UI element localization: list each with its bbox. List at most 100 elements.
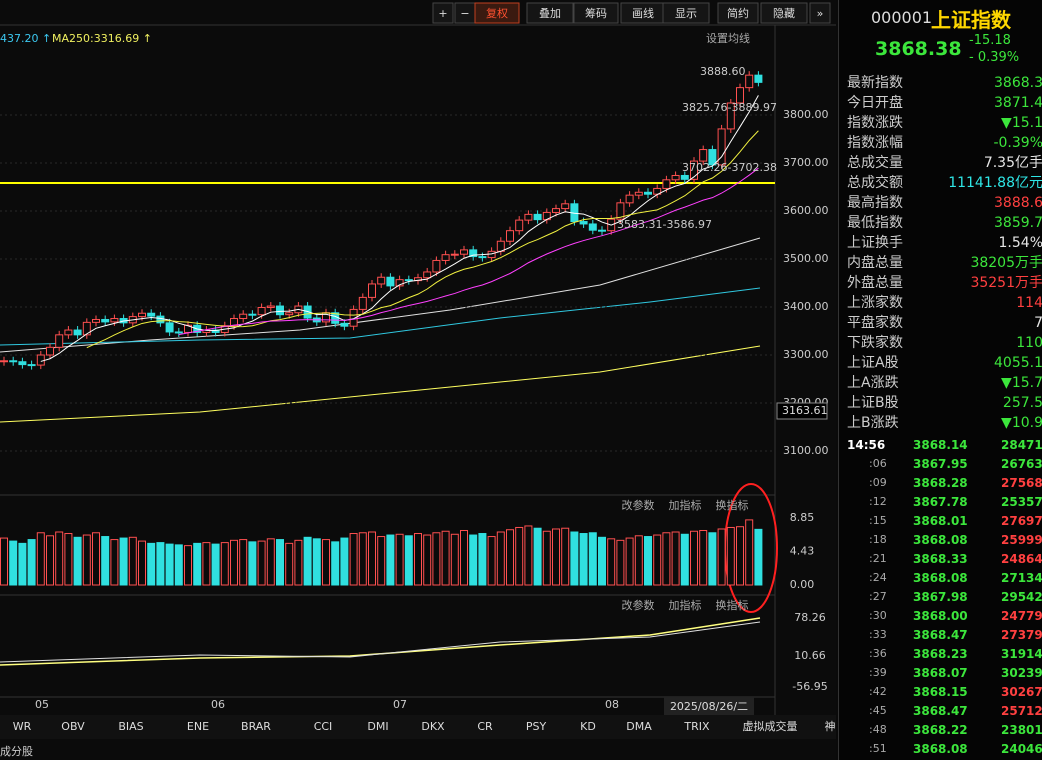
stat-row: 总成交量 7.35亿手 (839, 153, 1042, 173)
stat-label: 内盘总量 (847, 255, 903, 271)
volume-bar (9, 540, 18, 586)
tab[interactable]: ENE (187, 720, 209, 733)
candle (441, 254, 450, 261)
stat-label: 上证换手 (847, 235, 903, 251)
ma-line (178, 167, 759, 336)
tick-price: 3868.22 (913, 723, 968, 737)
volume-bar (671, 531, 680, 586)
tab[interactable]: 神奇九转 (825, 719, 837, 733)
tick-time: :06 (869, 457, 887, 470)
stat-row: 上证A股 4055.1 (839, 353, 1042, 373)
volume-bar (266, 538, 275, 586)
stat-value: 257.5 (1002, 395, 1042, 411)
candle (634, 191, 643, 196)
volume-bar (423, 534, 432, 586)
volume-bar (395, 533, 404, 586)
tab[interactable]: PSY (526, 720, 547, 733)
tab[interactable]: DKX (421, 720, 445, 733)
price-annotation: 3825.76-3889.97 (682, 101, 777, 114)
tab[interactable]: DMA (626, 720, 652, 733)
tab[interactable]: WR (13, 720, 32, 733)
toolbar-button[interactable] (573, 2, 619, 24)
panel-button[interactable]: 加指标 (669, 498, 702, 512)
y-tick-label: 3100.00 (783, 444, 829, 457)
tick-row: :27 3867.98 295429 (839, 587, 1042, 607)
chart-area: + − 复权 叠加 筹码 画线 显示 简约 隐藏 » 437.20 ↑ MA250:3316.69 ↑… (0, 2, 837, 758)
stat-label: 上涨家数 (847, 295, 903, 311)
stat-label: 总成交额 (847, 175, 903, 191)
vol-tick-label: 4.43 (790, 544, 815, 557)
volume-bar (36, 532, 45, 586)
toolbar-button[interactable] (474, 2, 520, 24)
tab[interactable]: DMI (367, 720, 388, 733)
panel-button[interactable]: 改参数 (622, 598, 655, 612)
tick-time: :39 (869, 666, 887, 679)
panel-button[interactable]: 加指标 (669, 598, 702, 612)
stat-label: 最低指数 (847, 215, 903, 231)
volume-bar (690, 530, 698, 586)
volume-bar (607, 538, 616, 586)
x-tick-label: 05 (35, 698, 49, 711)
tick-time: :15 (869, 514, 887, 527)
tab[interactable]: TRIX (683, 720, 710, 733)
toolbar-button[interactable] (717, 2, 759, 24)
stat-value: 7.35亿手 (983, 155, 1042, 171)
volume-bar (239, 539, 248, 586)
volume-bar (699, 529, 708, 586)
volume-bar (193, 542, 202, 586)
toolbar-button[interactable] (760, 2, 808, 24)
tick-time: :27 (869, 590, 887, 603)
tick-price: 3867.95 (913, 457, 968, 471)
stat-label: 指数涨幅 (847, 135, 903, 151)
tab[interactable]: CR (477, 720, 493, 733)
candle (708, 149, 717, 166)
tick-price: 3868.08 (913, 742, 968, 756)
volume-bar (496, 531, 505, 586)
volume-bar (377, 536, 386, 586)
tick-row: :45 3868.47 257124 (839, 701, 1042, 721)
toolbar-button[interactable] (432, 2, 454, 24)
tab[interactable]: CCI (314, 720, 333, 733)
candle (0, 360, 8, 363)
volume-bar (64, 533, 73, 586)
tab[interactable]: OBV (61, 720, 85, 733)
tick-volume: 302393 (1001, 666, 1042, 680)
panel-button[interactable]: 换指标 (716, 498, 749, 512)
candle (717, 128, 726, 166)
cursor-date: 2025/08/26/二 (670, 700, 748, 713)
tab[interactable]: BIAS (118, 720, 143, 733)
tick-row: :36 3868.23 319143 (839, 644, 1042, 664)
candle (18, 361, 27, 366)
toolbar-button[interactable] (809, 2, 831, 24)
stat-label: 今日开盘 (847, 95, 903, 111)
candle (524, 213, 533, 221)
tab[interactable]: 虚拟成交量 (743, 719, 798, 733)
candle (55, 334, 64, 348)
ma-line (40, 95, 759, 362)
tick-time: :45 (869, 704, 887, 717)
x-tick-label: 06 (211, 698, 225, 711)
volume-bar (717, 528, 726, 586)
volume-bar (27, 539, 36, 586)
tick-row: :51 3868.08 240462 (839, 739, 1042, 759)
toolbar-label: » (817, 7, 824, 20)
volume-bar (55, 531, 64, 586)
toolbar-label: 筹码 (585, 6, 607, 20)
stat-row: 最新指数 3868.3 (839, 73, 1042, 93)
stat-label: 下跌家数 (847, 335, 903, 351)
tick-volume: 295429 (1001, 590, 1042, 604)
stat-value: 7 (1034, 313, 1042, 333)
tab[interactable]: BRAR (241, 720, 271, 733)
stat-value: 4055.1 (994, 355, 1042, 371)
volume-bar (322, 539, 330, 586)
candle (110, 318, 119, 323)
tick-volume: 273796 (1001, 628, 1042, 642)
panel-button[interactable]: 换指标 (716, 598, 749, 612)
toolbar-button[interactable] (526, 2, 574, 24)
tab[interactable]: KD (580, 720, 596, 733)
toolbar-button[interactable] (662, 2, 710, 24)
candle (395, 279, 404, 287)
candle (36, 354, 45, 366)
panel-button[interactable]: 改参数 (622, 498, 655, 512)
